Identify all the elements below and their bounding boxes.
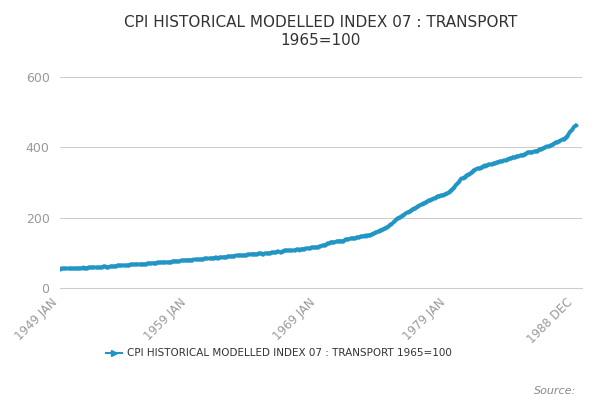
Legend: CPI HISTORICAL MODELLED INDEX 07 : TRANSPORT 1965=100: CPI HISTORICAL MODELLED INDEX 07 : TRANS… — [102, 344, 456, 362]
Title: CPI HISTORICAL MODELLED INDEX 07 : TRANSPORT
1965=100: CPI HISTORICAL MODELLED INDEX 07 : TRANS… — [124, 16, 518, 48]
Text: Source:: Source: — [534, 386, 576, 396]
